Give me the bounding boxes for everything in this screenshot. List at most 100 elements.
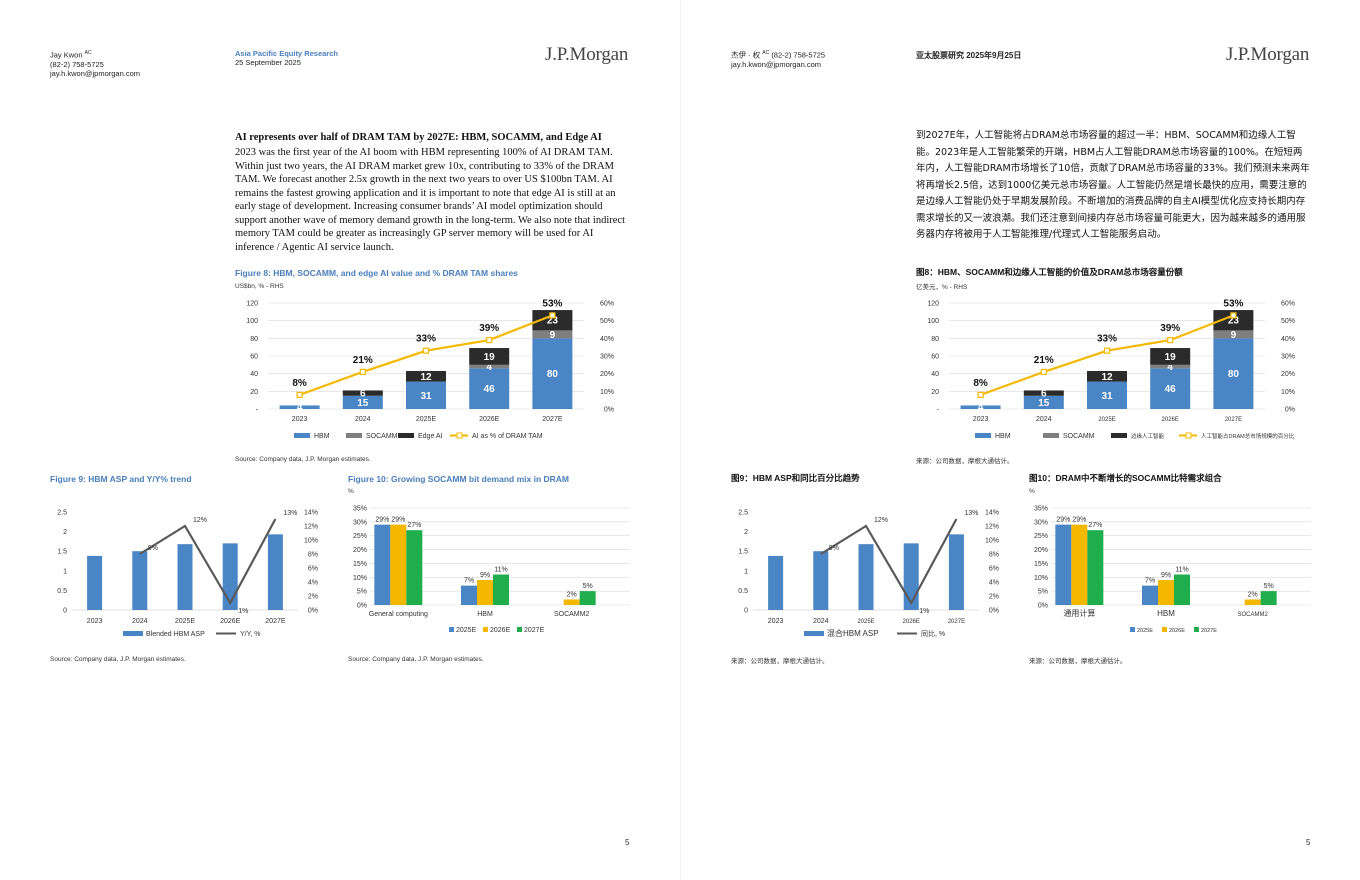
line-label: 12% <box>193 517 207 524</box>
y-tick-label: 80 <box>250 336 258 343</box>
y2-tick-label: 30% <box>1281 354 1295 361</box>
data-label: 11% <box>1175 567 1189 574</box>
bar-segment <box>1150 368 1191 409</box>
y2-tick-label: 6% <box>989 566 999 573</box>
fig8-chart: - 20 40 60 80 100 120 0% 10% 20% 30% 40% 50% 60% 4 2023… <box>246 298 614 440</box>
x-tick-label: 2025E <box>857 619 874 625</box>
y2-tick-label: 0% <box>308 608 318 615</box>
y-tick-label: 1 <box>63 568 67 575</box>
bar <box>477 580 493 605</box>
bar-segment <box>406 371 446 382</box>
bar <box>858 544 874 610</box>
x-tick-label: 2026E <box>1162 417 1179 423</box>
y2-tick-label: 50% <box>1281 318 1295 325</box>
y2-tick-label: 6% <box>308 566 318 573</box>
line-marker <box>1167 336 1174 344</box>
x-tick-label: 2025E <box>175 618 196 625</box>
data-label: 46 <box>1165 384 1177 395</box>
data-label: 9 <box>1231 330 1237 341</box>
bar-segment <box>1213 330 1254 339</box>
bar <box>390 524 407 605</box>
legend-swatch <box>517 627 522 632</box>
author-email-cn[interactable]: jay.h.kwon@jpmorgan.com <box>731 59 822 69</box>
data-label: 46 <box>484 384 496 395</box>
line-label: 8% <box>973 378 988 389</box>
y-tick-label: - <box>937 407 940 414</box>
y2-tick-label: 60% <box>1281 301 1295 308</box>
y-tick-label: 10% <box>1034 575 1048 582</box>
data-label: 15 <box>357 398 369 409</box>
data-label: 6 <box>360 389 366 400</box>
y2-tick-label: 20% <box>1281 371 1295 378</box>
legend-swatch <box>398 433 414 438</box>
x-tick-label: 2024 <box>1036 416 1052 423</box>
chinese-page: 杰伊 · 权 AC (82-2) 758-5725 jay.h.kwon@jpm… <box>680 0 1360 880</box>
line-label: 12% <box>874 517 888 524</box>
legend-label: Edge AI <box>418 433 443 440</box>
english-page: Jay Kwon AC (82-2) 758-5725 jay.h.kwon@j… <box>50 44 630 847</box>
author-sup-cn: AC <box>762 50 770 56</box>
y-tick-label: 20% <box>353 547 367 554</box>
data-label: 19 <box>484 352 496 363</box>
legend-swatch <box>294 433 310 438</box>
y-tick-label: 0 <box>63 608 67 615</box>
bar <box>1055 524 1072 605</box>
bar-segment <box>960 405 1001 409</box>
author-name-cn: 杰伊 · 权 <box>731 50 761 60</box>
page-number: 5 <box>625 838 630 847</box>
data-label: 5% <box>1264 583 1274 590</box>
data-label: 27% <box>1088 522 1102 529</box>
data-label: 29% <box>1072 517 1086 524</box>
fig10-unit-cn: % <box>1029 488 1035 495</box>
legend-label: 2027E <box>1201 628 1217 634</box>
y2-tick-label: 2% <box>989 594 999 601</box>
y-tick-label: 120 <box>246 301 258 308</box>
bar-segment <box>1150 364 1191 369</box>
line-label: 21% <box>353 355 373 366</box>
legend-swatch <box>1043 433 1059 438</box>
author-email[interactable]: jay.h.kwon@jpmorgan.com <box>50 68 141 78</box>
data-label: 27% <box>407 522 421 529</box>
y2-tick-label: 4% <box>308 580 318 587</box>
y2-tick-label: 8% <box>989 552 999 559</box>
dept-cn: 亚太股票研究 2025年9月25日 <box>916 51 1022 60</box>
bar <box>1158 580 1174 605</box>
y-tick-label: 15% <box>353 561 367 568</box>
legend-label: 2027E <box>524 627 545 634</box>
bar <box>1071 524 1088 605</box>
y-tick-label: 25% <box>353 533 367 540</box>
data-label: 29% <box>375 517 389 524</box>
data-label: 11% <box>494 567 508 574</box>
legend-marker <box>456 432 463 439</box>
y2-tick-label: 40% <box>1281 336 1295 343</box>
y-tick-label: 2.5 <box>738 510 748 517</box>
legend-label: 2025E <box>456 627 477 634</box>
bar <box>1142 585 1158 605</box>
data-label: 4 <box>297 403 303 414</box>
bar-segment <box>1023 395 1064 409</box>
bar <box>948 534 964 610</box>
line-label: 33% <box>1097 334 1117 345</box>
legend-swatch <box>123 631 143 636</box>
bar <box>493 574 509 605</box>
data-label: 29% <box>391 517 405 524</box>
x-tick-label: HBM <box>1157 609 1175 618</box>
y-tick-label: 20 <box>250 389 258 396</box>
y2-tick-label: 20% <box>600 371 614 378</box>
x-tick-label: 2023 <box>87 618 103 625</box>
line-label: 1% <box>919 608 929 615</box>
y-tick-label: 0 <box>744 608 748 615</box>
legend-label: SOCAMM <box>366 433 398 440</box>
legend-swatch <box>346 433 362 438</box>
data-label: 29% <box>1056 517 1070 524</box>
bar <box>1260 591 1277 605</box>
fig9-source: Source: Company data, J.P. Morgan estima… <box>50 656 186 663</box>
bar-segment <box>469 348 510 365</box>
y-tick-label: 100 <box>246 318 258 325</box>
y-tick-label: 0.5 <box>57 588 67 595</box>
x-tick-label: 2027E <box>542 416 563 423</box>
x-tick-label: 2025E <box>1098 417 1115 423</box>
x-tick-label: 2023 <box>768 618 784 625</box>
legend-swatch <box>1194 627 1199 632</box>
line-marker <box>977 391 984 398</box>
